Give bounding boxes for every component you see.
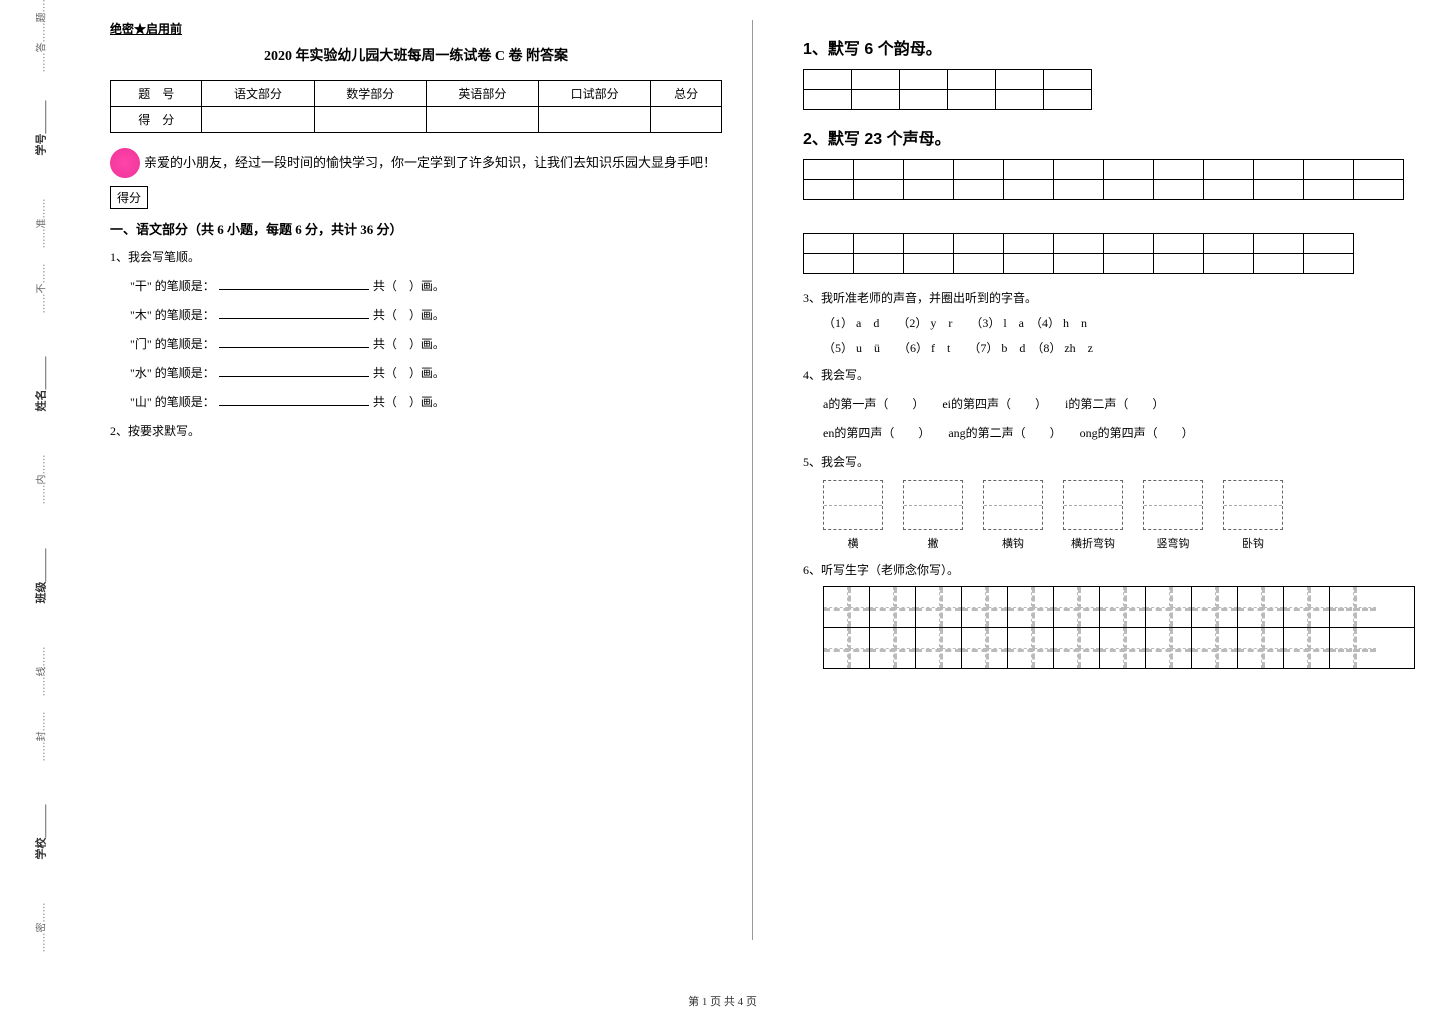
score-header: 口试部分: [538, 81, 650, 107]
stroke-item: "水" 的笔顺是：共（ ）画。: [130, 364, 722, 381]
tianzi-row: [823, 627, 1415, 669]
score-cell: [202, 107, 314, 133]
score-cell: [538, 107, 650, 133]
score-table: 题 号 语文部分 数学部分 英语部分 口试部分 总分 得 分: [110, 80, 722, 133]
stroke-label: 横钩: [983, 535, 1043, 551]
section-1-title: 一、语文部分（共 6 小题，每题 6 分，共计 36 分）: [110, 219, 722, 238]
left-column: 绝密★启用前 2020 年实验幼儿园大班每周一练试卷 C 卷 附答案 题 号 语…: [110, 20, 753, 940]
score-header: 总分: [651, 81, 722, 107]
score-cell: [651, 107, 722, 133]
score-badge: 得分: [110, 186, 148, 209]
sub2-heading: 2、默写 23 个声母。: [803, 125, 1415, 149]
stroke-box: [983, 480, 1043, 530]
paper-title: 2020 年实验幼儿园大班每周一练试卷 C 卷 附答案: [110, 45, 722, 65]
score-header: 题 号: [111, 81, 202, 107]
stroke-item: "山" 的笔顺是：共（ ）画。: [130, 393, 722, 410]
score-row-label: 得 分: [111, 107, 202, 133]
binding-student-id: 学号______: [32, 101, 48, 156]
score-cell: [314, 107, 426, 133]
score-header: 语文部分: [202, 81, 314, 107]
score-header: 英语部分: [426, 81, 538, 107]
stroke-label: 卧钩: [1223, 535, 1283, 551]
q4-line1: a的第一声（ ） ei的第四声（ ） i的第二声（ ）: [823, 395, 1415, 412]
vowel-grid: [803, 69, 1092, 110]
stroke-box: [1063, 480, 1123, 530]
right-column: 1、默写 6 个韵母。 2、默写 23 个声母。 3、我听准老师的声音，并圈出听…: [773, 20, 1415, 940]
binding-margin: ……答……题…… 学号______ ……准…… ……不…… 姓名______ ……: [0, 0, 80, 960]
stroke-label: 竖弯钩: [1143, 535, 1203, 551]
binding-seal: ……密……: [33, 902, 48, 952]
q3-line2: （5） u ü （6） f t （7） b d （8） zh z: [823, 339, 1415, 356]
intro-block: 亲爱的小朋友，经过一段时间的愉快学习，你一定学到了许多知识，让我们去知识乐园大显…: [110, 148, 722, 178]
q5-title: 5、我会写。: [803, 453, 1415, 470]
stroke-item: "干" 的笔顺是：共（ ）画。: [130, 277, 722, 294]
score-cell: [426, 107, 538, 133]
page-footer: 第 1 页 共 4 页: [0, 993, 1445, 1009]
stroke-item: "木" 的笔顺是：共（ ）画。: [130, 306, 722, 323]
binding-school: 学校______: [32, 804, 48, 859]
stroke-box: [903, 480, 963, 530]
stroke-boxes: [823, 480, 1415, 530]
binding-class: 班级______: [32, 548, 48, 603]
content-area: 绝密★启用前 2020 年实验幼儿园大班每周一练试卷 C 卷 附答案 题 号 语…: [80, 0, 1445, 960]
mascot-icon: [110, 148, 140, 178]
consonant-grid-2: [803, 233, 1354, 274]
q3-title: 3、我听准老师的声音，并圈出听到的字音。: [803, 289, 1415, 306]
binding-seal: ……线……: [33, 646, 48, 696]
score-header: 数学部分: [314, 81, 426, 107]
binding-seal: ……不……: [33, 264, 48, 314]
q1-title: 1、我会写笔顺。: [110, 248, 722, 265]
tianzi-row: [823, 586, 1415, 628]
stroke-box: [823, 480, 883, 530]
binding-name: 姓名______: [32, 357, 48, 412]
q4-title: 4、我会写。: [803, 366, 1415, 383]
binding-seal: ……封……: [33, 711, 48, 761]
binding-labels: ……答……题…… 学号______ ……准…… ……不…… 姓名______ ……: [10, 0, 70, 960]
q6-title: 6、听写生字（老师念你写）。: [803, 561, 1415, 578]
q3-line1: （1） a d （2） y r （3） l a （4） h n: [823, 314, 1415, 331]
q2-title: 2、按要求默写。: [110, 422, 722, 439]
stroke-label: 撇: [903, 535, 963, 551]
q4-line2: en的第四声（ ） ang的第二声（ ） ong的第四声（ ）: [823, 424, 1415, 441]
stroke-label: 横: [823, 535, 883, 551]
binding-seal: ……准……: [33, 199, 48, 249]
confidential-label: 绝密★启用前: [110, 20, 722, 37]
intro-text: 亲爱的小朋友，经过一段时间的愉快学习，你一定学到了许多知识，让我们去知识乐园大显…: [144, 155, 716, 170]
stroke-item: "门" 的笔顺是：共（ ）画。: [130, 335, 722, 352]
binding-seal: ……内……: [33, 455, 48, 505]
stroke-labels: 横 撇 横钩 横折弯钩 竖弯钩 卧钩: [823, 535, 1415, 551]
stroke-box: [1143, 480, 1203, 530]
stroke-label: 横折弯钩: [1063, 535, 1123, 551]
sub1-heading: 1、默写 6 个韵母。: [803, 35, 1415, 59]
stroke-box: [1223, 480, 1283, 530]
consonant-grid-1: [803, 159, 1404, 200]
binding-seal: ……答……题……: [33, 0, 48, 73]
